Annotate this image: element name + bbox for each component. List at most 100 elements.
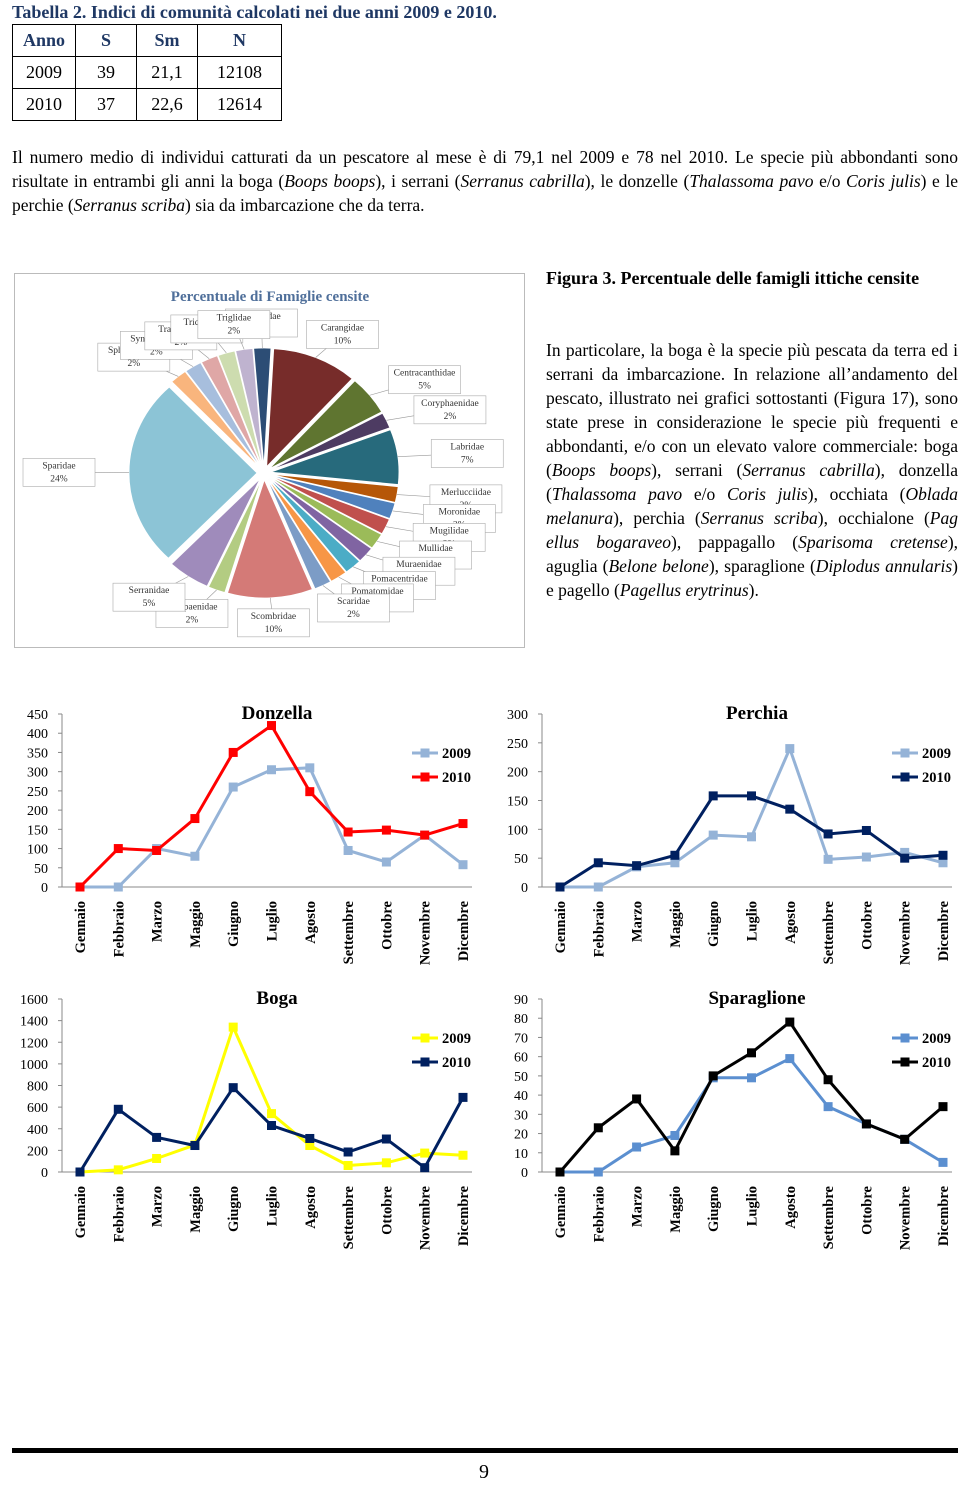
x-tick-label: Febbraio — [591, 901, 607, 957]
data-point — [458, 860, 468, 870]
x-tick-label: Febbraio — [591, 1186, 607, 1242]
text-run: Sparisoma cretense — [798, 532, 948, 552]
y-tick-label: 400 — [27, 727, 48, 742]
data-point — [228, 747, 238, 757]
y-tick-label: 20 — [514, 1128, 528, 1143]
data-point — [900, 1134, 910, 1144]
text-run: Thalassoma pavo — [551, 484, 683, 504]
slice-label: Moronidae — [438, 508, 480, 518]
y-tick-label: 0 — [41, 1166, 48, 1181]
x-tick-label: Agosto — [783, 1186, 799, 1229]
legend-label: 2009 — [922, 1031, 951, 1047]
slice-label: Labridae — [450, 442, 484, 452]
pie-slice — [270, 473, 399, 503]
x-tick-label: Giugno — [706, 901, 722, 947]
data-point — [75, 882, 85, 892]
x-tick-label: Giugno — [226, 1186, 242, 1232]
data-point — [938, 858, 948, 868]
data-point — [670, 1146, 680, 1156]
x-tick-label: Dicembre — [936, 1185, 952, 1246]
x-tick-label: Luglio — [745, 901, 761, 941]
text-run: Boops boops — [284, 171, 376, 191]
data-point — [190, 851, 200, 861]
slice-value: 10% — [334, 336, 352, 346]
y-tick-label: 50 — [34, 862, 48, 877]
x-tick-label: Marzo — [150, 901, 166, 942]
cell: 22,6 — [136, 88, 198, 121]
slice-value: 2% — [127, 359, 140, 369]
y-tick-label: 250 — [507, 737, 528, 752]
x-tick-label: Settembre — [341, 900, 357, 964]
series-line — [80, 766, 464, 889]
slice-label: Sparidae — [42, 461, 75, 471]
y-tick-label: 1600 — [20, 993, 48, 1008]
slice-value: 2% — [186, 615, 199, 625]
y-tick-label: 150 — [507, 795, 528, 810]
y-tick-label: 200 — [27, 804, 48, 819]
data-point — [152, 1132, 162, 1142]
data-point — [861, 1119, 871, 1129]
x-tick-label: Maggio — [188, 1186, 204, 1233]
data-point — [381, 1158, 391, 1168]
slice-label: Carangidae — [321, 323, 364, 333]
slice-label: Mullidae — [418, 544, 452, 554]
line-chart: Boga 0 200 400 600 800 1000 1200 1400 1600 Gennaio… — [20, 988, 472, 1250]
x-tick-label: Luglio — [265, 901, 281, 941]
text-run: Thalassoma pavo — [689, 171, 814, 191]
data-point — [823, 1102, 833, 1112]
legend-marker — [900, 772, 910, 782]
legend-label: 2009 — [922, 746, 951, 762]
label-box — [237, 608, 310, 638]
text-run: e/o — [682, 484, 727, 504]
y-tick-label: 1000 — [20, 1058, 48, 1073]
data-point — [343, 845, 353, 855]
x-tick-label: Dicembre — [936, 900, 952, 961]
data-point — [458, 819, 468, 829]
legend-label: 2009 — [442, 746, 471, 762]
pie-slice — [270, 429, 400, 485]
legend-label: 2010 — [922, 770, 951, 786]
table-header: Anno S Sm N — [12, 24, 282, 57]
x-tick-label: Agosto — [303, 1186, 319, 1229]
text-run: Coris julis — [846, 171, 921, 191]
data-point — [555, 882, 565, 892]
header-cell: Sm — [136, 24, 198, 57]
slice-value: 7% — [461, 455, 474, 465]
pie-slice — [269, 380, 383, 470]
data-point — [228, 782, 238, 792]
paragraph: Il numero medio di individui catturati d… — [12, 145, 958, 217]
data-point — [381, 825, 391, 835]
pie-slice — [128, 386, 258, 559]
text-run: Serranus scriba — [700, 508, 818, 528]
x-tick-label: Luglio — [745, 1186, 761, 1226]
table-row: 2009 39 21,1 12108 — [12, 56, 282, 89]
data-point — [458, 1150, 468, 1160]
chart-title: Perchia — [726, 703, 788, 724]
data-point — [75, 1167, 85, 1177]
data-point — [708, 1071, 718, 1081]
header-cell: N — [197, 24, 282, 57]
y-tick-label: 0 — [41, 881, 48, 896]
data-point — [861, 825, 871, 835]
data-point — [670, 1130, 680, 1140]
x-tick-label: Marzo — [630, 1186, 646, 1227]
label-box — [22, 458, 96, 487]
slice-label: Pomatomidae — [351, 587, 403, 597]
pie-slice — [170, 478, 261, 587]
text-run: e/o — [813, 171, 847, 191]
slice-value: 2% — [228, 327, 241, 337]
y-tick-label: 100 — [507, 823, 528, 838]
x-tick-label: Dicembre — [456, 900, 472, 961]
cell: 2009 — [12, 56, 76, 89]
data-point — [381, 857, 391, 867]
x-tick-label: Luglio — [265, 1186, 281, 1226]
x-tick-label: Maggio — [668, 901, 684, 948]
data-point — [785, 1017, 795, 1027]
text-run: ), aguglia ( — [546, 532, 959, 576]
x-tick-label: Agosto — [783, 901, 799, 944]
pie-slice — [200, 355, 262, 467]
text-run: ), perchia ( — [613, 508, 701, 528]
series-line — [560, 744, 944, 889]
text-run: ), sparaglione ( — [708, 556, 816, 576]
data-point — [785, 804, 795, 814]
